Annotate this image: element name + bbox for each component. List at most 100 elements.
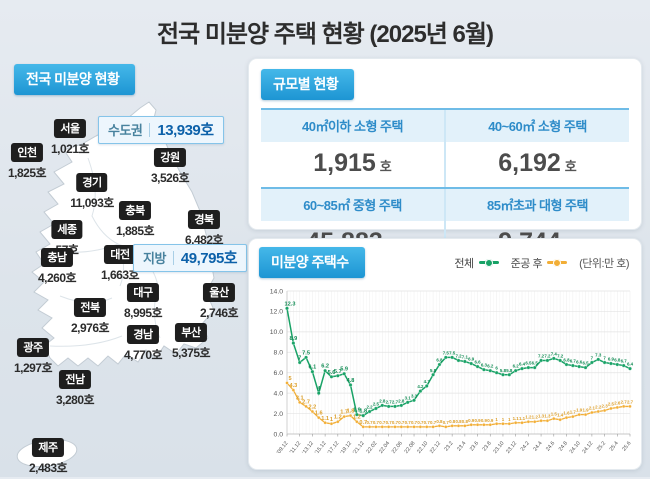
svg-text:2.5: 2.5 [608, 401, 615, 406]
svg-text:6.2: 6.2 [321, 364, 329, 370]
size-label-40-60: 40~60㎡ 소형 주택 [488, 119, 587, 134]
svg-text:7.5: 7.5 [443, 350, 450, 355]
svg-text:5.8: 5.8 [500, 368, 507, 373]
svg-text:5.8: 5.8 [506, 368, 513, 373]
svg-text:7.5: 7.5 [449, 350, 456, 355]
svg-text:5: 5 [288, 376, 291, 382]
svg-text:6.4: 6.4 [519, 362, 526, 367]
map-region-label: 전남 3,280호 [56, 370, 95, 408]
svg-text:0.7: 0.7 [417, 420, 424, 425]
svg-text:1.9: 1.9 [582, 408, 589, 413]
svg-text:2.2: 2.2 [595, 405, 602, 410]
region-name: 충남 [41, 248, 73, 267]
region-name: 대전 [104, 245, 136, 264]
region-value: 4,260호 [37, 271, 77, 285]
svg-text:6.9: 6.9 [468, 357, 475, 362]
size-value-number: 1,915 [313, 149, 376, 177]
region-name: 광주 [17, 338, 49, 357]
svg-text:'19.12: '19.12 [339, 441, 353, 456]
region-value: 1,885호 [115, 224, 155, 238]
svg-text:7: 7 [591, 356, 594, 361]
svg-text:8.0: 8.0 [274, 350, 284, 357]
svg-text:2.1: 2.1 [589, 406, 596, 411]
svg-text:22.06: 22.06 [391, 441, 404, 455]
size-value-unit: 호 [564, 159, 577, 174]
map-region-label: 대구 8,995호 [124, 283, 163, 321]
svg-text:1.7: 1.7 [340, 410, 348, 416]
svg-text:6.7: 6.7 [621, 359, 628, 364]
svg-text:6.6: 6.6 [576, 360, 583, 365]
legend-marker-completed-icon [547, 261, 568, 264]
svg-text:3.3: 3.3 [411, 393, 418, 398]
region-value: 1,825호 [7, 166, 47, 180]
region-value: 2,746호 [199, 306, 239, 320]
svg-text:22.08: 22.08 [404, 441, 417, 455]
region-value: 1,297호 [13, 361, 53, 375]
by-size-panel-header: 규모별 현황 [261, 69, 355, 100]
svg-text:4.8: 4.8 [347, 378, 355, 384]
region-name: 전북 [74, 298, 106, 317]
svg-text:6.0: 6.0 [274, 370, 284, 377]
map-region-label: 전북 2,976호 [70, 298, 110, 336]
svg-text:2.8: 2.8 [379, 398, 386, 403]
legend-label: 준공 후 [510, 257, 543, 270]
svg-text:0.8: 0.8 [462, 419, 469, 424]
svg-text:7.2: 7.2 [544, 353, 551, 358]
svg-text:0.7: 0.7 [379, 420, 386, 425]
size-value-unit: 호 [379, 159, 392, 174]
svg-text:1.6: 1.6 [315, 411, 323, 417]
size-value-40-60: 6,192 호 [446, 142, 629, 187]
svg-text:1.9: 1.9 [353, 408, 361, 414]
svg-text:1.3: 1.3 [544, 414, 551, 419]
svg-text:12.3: 12.3 [285, 301, 296, 307]
legend-item-completed: 준공 후 [510, 255, 568, 271]
region-name: 울산 [203, 283, 235, 302]
summary-divider [149, 122, 151, 137]
size-label-under40: 40㎡이하 소형 주택 [261, 110, 446, 142]
svg-text:6.5: 6.5 [582, 361, 589, 366]
svg-text:0.8: 0.8 [449, 419, 456, 424]
svg-text:0.7: 0.7 [373, 420, 380, 425]
svg-text:6.8: 6.8 [436, 358, 443, 363]
region-name: 제주 [32, 438, 64, 457]
chart-legend: 전체 준공 후 (단위:만 호) [454, 255, 631, 271]
region-name: 경남 [127, 325, 159, 344]
svg-text:4.0: 4.0 [274, 390, 284, 397]
size-label-over85: 85㎡초과 대형 주택 [487, 198, 588, 213]
svg-text:5.8: 5.8 [430, 368, 437, 373]
summary-value: 13,939호 [157, 122, 214, 139]
svg-text:'15.12: '15.12 [314, 441, 328, 456]
svg-text:2.2: 2.2 [309, 405, 317, 411]
svg-text:5.7: 5.7 [334, 369, 342, 375]
svg-text:1.1: 1.1 [321, 416, 329, 422]
unsold-housing-chart: 0.0 2.0 4.0 6.0 8.0 10.0 12.0 14.0'09.12'11.12 '… [259, 282, 634, 479]
svg-text:2.7: 2.7 [627, 399, 634, 404]
svg-text:0.7: 0.7 [386, 420, 393, 425]
svg-text:6.8: 6.8 [614, 358, 621, 363]
map-region-label: 서울 1,021호 [50, 119, 90, 157]
page-title: 전국 미분양 주택 현황 (2025년 6월) [157, 21, 494, 48]
svg-text:'13.12: '13.12 [301, 441, 315, 456]
region-value: 6,482호 [184, 233, 224, 247]
region-value: 4,770호 [123, 348, 163, 362]
region-name: 경기 [76, 173, 108, 192]
summary-name: 지방 [143, 251, 166, 266]
svg-text:2.6: 2.6 [614, 400, 621, 405]
svg-text:1.2: 1.2 [353, 415, 361, 421]
svg-text:7.4: 7.4 [551, 351, 558, 356]
svg-text:1.4: 1.4 [557, 413, 564, 418]
region-value: 1,663호 [100, 268, 140, 282]
svg-text:1.2: 1.2 [532, 415, 539, 420]
chart-unit-note: (단위:만 호) [579, 257, 629, 270]
svg-text:5.9: 5.9 [340, 367, 348, 373]
svg-text:1.6: 1.6 [563, 411, 570, 416]
unsold-count-panel: 미분양 주택수 전체 준공 후 (단위:만 호) 0.0 2.0 4.0 6.0 8.0… [248, 238, 642, 470]
svg-text:24.10: 24.10 [569, 441, 582, 455]
region-value: 11,093호 [70, 196, 114, 210]
legend-item-total: 전체 [454, 255, 499, 271]
map-region-label: 경남 4,770호 [123, 325, 163, 363]
region-value: 1,021호 [50, 142, 90, 156]
svg-text:1.8: 1.8 [347, 409, 355, 415]
svg-text:2.3: 2.3 [602, 404, 609, 409]
region-value: 2,976호 [70, 321, 110, 335]
